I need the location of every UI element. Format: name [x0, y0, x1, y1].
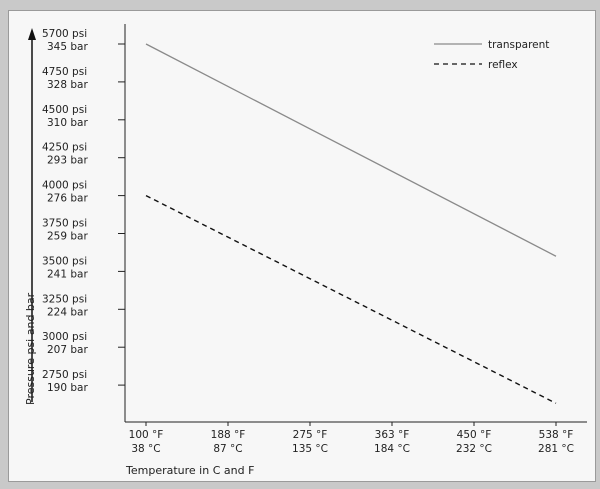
- y-tick-label-bar: 345 bar: [47, 41, 88, 53]
- y-tick-label-psi: 3250 psi: [42, 293, 87, 305]
- y-tick-label-bar: 241 bar: [47, 268, 88, 280]
- y-tick-label-bar: 276 bar: [47, 193, 88, 205]
- x-tick-label-f: 275 °F: [293, 429, 328, 441]
- y-tick-label-bar: 259 bar: [47, 231, 88, 243]
- y-tick-label-psi: 4750 psi: [42, 66, 87, 78]
- y-tick-label-psi: 3750 psi: [42, 218, 87, 230]
- x-tick-label-c: 38 °C: [131, 443, 160, 455]
- y-tick-label-bar: 328 bar: [47, 79, 88, 91]
- x-axis-ticks: 100 °F 38 °C 188 °F 87 °C 275 °F 135 °C 363 °F…: [129, 422, 574, 455]
- x-axis-title: Temperature in C and F: [125, 464, 254, 477]
- x-tick-label-f: 188 °F: [211, 429, 246, 441]
- y-tick-label-psi: 2750 psi: [42, 369, 87, 381]
- x-tick-label-c: 232 °C: [456, 443, 492, 455]
- series-line-transparent: [145, 43, 557, 257]
- y-tick-label-bar: 190 bar: [47, 382, 88, 394]
- y-tick-label-bar: 310 bar: [47, 117, 88, 129]
- y-tick-label-bar: 224 bar: [47, 306, 88, 318]
- x-tick-label-c: 184 °C: [374, 443, 410, 455]
- x-tick-label-f: 538 °F: [539, 429, 574, 441]
- chart-panel: [8, 10, 596, 482]
- y-tick-label-psi: 5700 psi: [42, 28, 87, 40]
- y-tick-label-psi: 3500 psi: [42, 255, 87, 267]
- y-tick-label-psi: 4000 psi: [42, 180, 87, 192]
- legend-label-transparent: transparent: [488, 39, 549, 51]
- y-tick-label-bar: 293 bar: [47, 155, 88, 167]
- x-tick-label-f: 450 °F: [457, 429, 492, 441]
- x-tick-label-f: 100 °F: [129, 429, 164, 441]
- axes: [28, 24, 587, 423]
- legend: transparent reflex: [434, 39, 549, 71]
- x-tick-label-c: 135 °C: [292, 443, 328, 455]
- series-lines: [145, 43, 557, 404]
- y-tick-label-psi: 3000 psi: [42, 331, 87, 343]
- y-tick-label-bar: 207 bar: [47, 344, 88, 356]
- x-tick-label-c: 281 °C: [538, 443, 574, 455]
- y-arrow-head: [28, 28, 36, 40]
- series-line-reflex: [145, 194, 557, 404]
- y-axis-title: Pressure psi and bar: [24, 292, 37, 405]
- y-tick-label-psi: 4500 psi: [42, 104, 87, 116]
- x-tick-label-c: 87 °C: [213, 443, 242, 455]
- y-tick-label-psi: 4250 psi: [42, 142, 87, 154]
- x-tick-label-f: 363 °F: [375, 429, 410, 441]
- legend-label-reflex: reflex: [488, 59, 518, 71]
